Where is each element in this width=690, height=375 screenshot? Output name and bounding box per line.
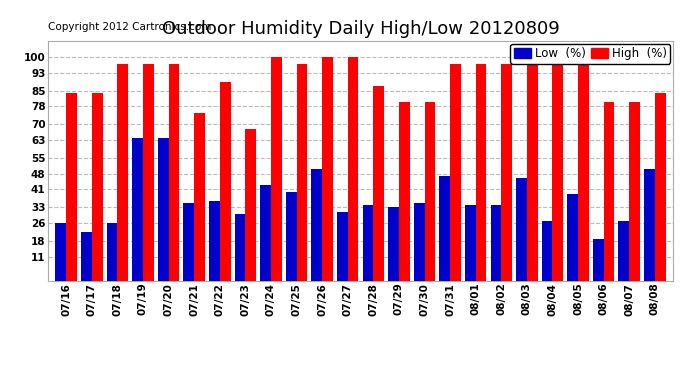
Bar [286, 192, 297, 281]
Bar [311, 169, 322, 281]
Bar [516, 178, 527, 281]
Bar [143, 64, 154, 281]
Bar [465, 205, 475, 281]
Bar [501, 64, 512, 281]
Bar [578, 57, 589, 281]
Bar [55, 223, 66, 281]
Bar [644, 169, 655, 281]
Bar [132, 138, 143, 281]
Bar [194, 113, 205, 281]
Bar [414, 203, 424, 281]
Bar [618, 221, 629, 281]
Legend: Low  (%), High  (%): Low (%), High (%) [510, 44, 671, 64]
Bar [168, 64, 179, 281]
Bar [373, 86, 384, 281]
Bar [209, 201, 220, 281]
Bar [260, 185, 271, 281]
Bar [220, 82, 230, 281]
Bar [348, 57, 359, 281]
Bar [92, 93, 103, 281]
Bar [629, 102, 640, 281]
Bar [604, 102, 614, 281]
Bar [593, 238, 604, 281]
Text: Copyright 2012 Cartronics.com: Copyright 2012 Cartronics.com [48, 22, 212, 32]
Bar [491, 205, 501, 281]
Bar [440, 176, 450, 281]
Bar [246, 129, 256, 281]
Bar [542, 221, 553, 281]
Bar [399, 102, 410, 281]
Bar [271, 57, 282, 281]
Bar [362, 205, 373, 281]
Bar [235, 214, 246, 281]
Bar [158, 138, 168, 281]
Bar [117, 64, 128, 281]
Bar [655, 93, 666, 281]
Bar [337, 212, 348, 281]
Title: Outdoor Humidity Daily High/Low 20120809: Outdoor Humidity Daily High/Low 20120809 [161, 20, 560, 38]
Bar [184, 203, 194, 281]
Bar [450, 64, 461, 281]
Bar [107, 223, 117, 281]
Bar [567, 194, 578, 281]
Bar [475, 64, 486, 281]
Bar [553, 64, 563, 281]
Bar [527, 57, 538, 281]
Bar [388, 207, 399, 281]
Bar [81, 232, 92, 281]
Bar [297, 64, 307, 281]
Bar [66, 93, 77, 281]
Bar [424, 102, 435, 281]
Bar [322, 57, 333, 281]
